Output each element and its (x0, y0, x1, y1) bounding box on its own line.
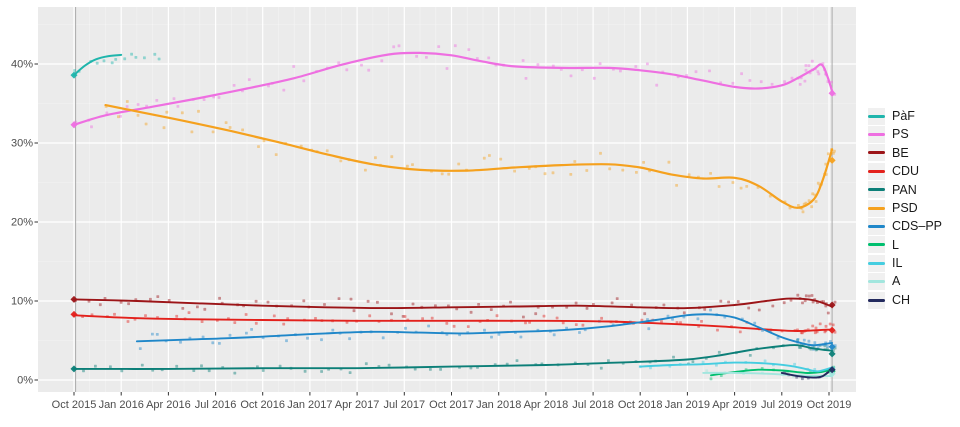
y-tick-label: 40% (11, 59, 33, 71)
legend-item-pan: PAN (868, 181, 942, 199)
legend-swatch-icon (868, 133, 885, 137)
legend-swatch-icon (868, 261, 885, 265)
legend-key-cdu (868, 162, 885, 180)
legend: PàF PS BE CDU PAN PSD CDS–PP L IL A CH (868, 107, 942, 309)
legend-label: L (892, 237, 899, 252)
legend-item-il: IL (868, 254, 942, 272)
trend-line-a (702, 371, 834, 378)
y-tick-label: 30% (11, 138, 33, 150)
legend-item-l: L (868, 236, 942, 254)
trend-line-il (639, 361, 834, 373)
trend-line-paf (73, 53, 123, 77)
legend-key-psd (868, 199, 885, 217)
grid-minor (38, 7, 856, 392)
election-result-cdu (70, 310, 78, 318)
legend-key-ch (868, 291, 885, 309)
x-tick-label: Jan 2016 (99, 399, 144, 411)
legend-item-a: A (868, 273, 942, 291)
legend-item-psd: PSD (868, 199, 942, 217)
legend-label: A (892, 274, 901, 289)
legend-item-cds-pp: CDS–PP (868, 217, 943, 236)
trend-line-ch (780, 367, 834, 379)
election-result-pan (828, 350, 836, 358)
legend-key-be (868, 144, 885, 162)
y-axis: 0% 10% 20% 30% 40% (11, 59, 38, 387)
legend-item-be: BE (868, 144, 942, 162)
legend-key-l (868, 236, 885, 254)
legend-swatch-icon (868, 169, 885, 173)
x-tick-label: Jan 2019 (665, 399, 710, 411)
legend-label: CH (892, 292, 911, 307)
legend-label: IL (892, 256, 903, 271)
election-result-be (70, 295, 78, 303)
x-tick-label: Jan 2018 (476, 399, 521, 411)
y-tick-label: 20% (11, 217, 33, 229)
legend-key-il (868, 254, 885, 272)
legend-key-ps (868, 126, 885, 144)
plot-panel (38, 7, 856, 392)
election-result-ch (828, 366, 836, 374)
legend-key-a (868, 273, 885, 291)
legend-label: BE (892, 145, 909, 160)
election-result-be (828, 301, 836, 309)
trend-line-cds-pp (135, 313, 834, 347)
legend-item-ps: PS (868, 125, 942, 144)
election-result-paf (70, 71, 78, 79)
election-result-pan (70, 365, 78, 373)
x-tick-label: Jul 2018 (572, 399, 614, 411)
legend-item-paf: PàF (868, 107, 942, 125)
scatter-be (74, 293, 837, 319)
legend-swatch-icon (868, 151, 885, 155)
legend-swatch-icon (868, 225, 885, 229)
x-tick-label: Oct 2016 (240, 399, 285, 411)
x-tick-label: Apr 2019 (712, 399, 757, 411)
election-result-a (828, 370, 836, 378)
x-tick-label: Jul 2017 (384, 399, 426, 411)
election-result-ps (828, 89, 836, 97)
x-tick-label: Apr 2018 (524, 399, 569, 411)
election-result-cdu (828, 326, 836, 334)
grid-major (38, 7, 856, 392)
election-result-cds-pp (828, 343, 836, 351)
scatter-ps (74, 44, 837, 129)
x-tick-label: Oct 2018 (618, 399, 663, 411)
x-tick-label: Apr 2016 (146, 399, 191, 411)
x-tick-label: Oct 2015 (52, 399, 97, 411)
trend-line-pan (73, 344, 834, 370)
x-tick-label: Jul 2016 (195, 399, 237, 411)
legend-item-cdu: CDU (868, 162, 942, 180)
legend-key-paf (868, 107, 885, 125)
election-result-ps (70, 121, 78, 129)
legend-key-cds-pp (868, 218, 885, 236)
y-tick-label: 0% (17, 375, 33, 387)
legend-swatch-icon (868, 188, 885, 192)
election-result-psd (828, 156, 836, 164)
legend-label: CDS–PP (892, 219, 943, 234)
legend-item-ch: CH (868, 291, 942, 309)
legend-swatch-icon (868, 243, 885, 247)
legend-swatch-icon (868, 280, 885, 284)
x-axis: Oct 2015 Jan 2016 Apr 2016 Jul 2016 Oct 2016… (52, 392, 852, 411)
x-tick-label: Oct 2017 (429, 399, 474, 411)
x-tick-label: Jul 2019 (761, 399, 803, 411)
legend-label: PAN (892, 182, 917, 197)
legend-swatch-icon (868, 206, 885, 210)
x-tick-label: Oct 2019 (807, 399, 852, 411)
trend-line-psd (104, 104, 834, 209)
x-tick-label: Jan 2017 (287, 399, 332, 411)
x-tick-label: Apr 2017 (335, 399, 380, 411)
legend-label: CDU (892, 164, 920, 179)
data-layer (70, 44, 837, 381)
trend-line-be (73, 297, 834, 310)
legend-label: PSD (892, 200, 918, 215)
trend-line-ps (72, 51, 834, 126)
legend-swatch-icon (868, 298, 885, 302)
legend-key-pan (868, 181, 885, 199)
legend-swatch-icon (868, 114, 885, 118)
legend-label: PàF (892, 108, 915, 123)
y-tick-label: 10% (11, 296, 33, 308)
legend-label: PS (892, 127, 909, 142)
